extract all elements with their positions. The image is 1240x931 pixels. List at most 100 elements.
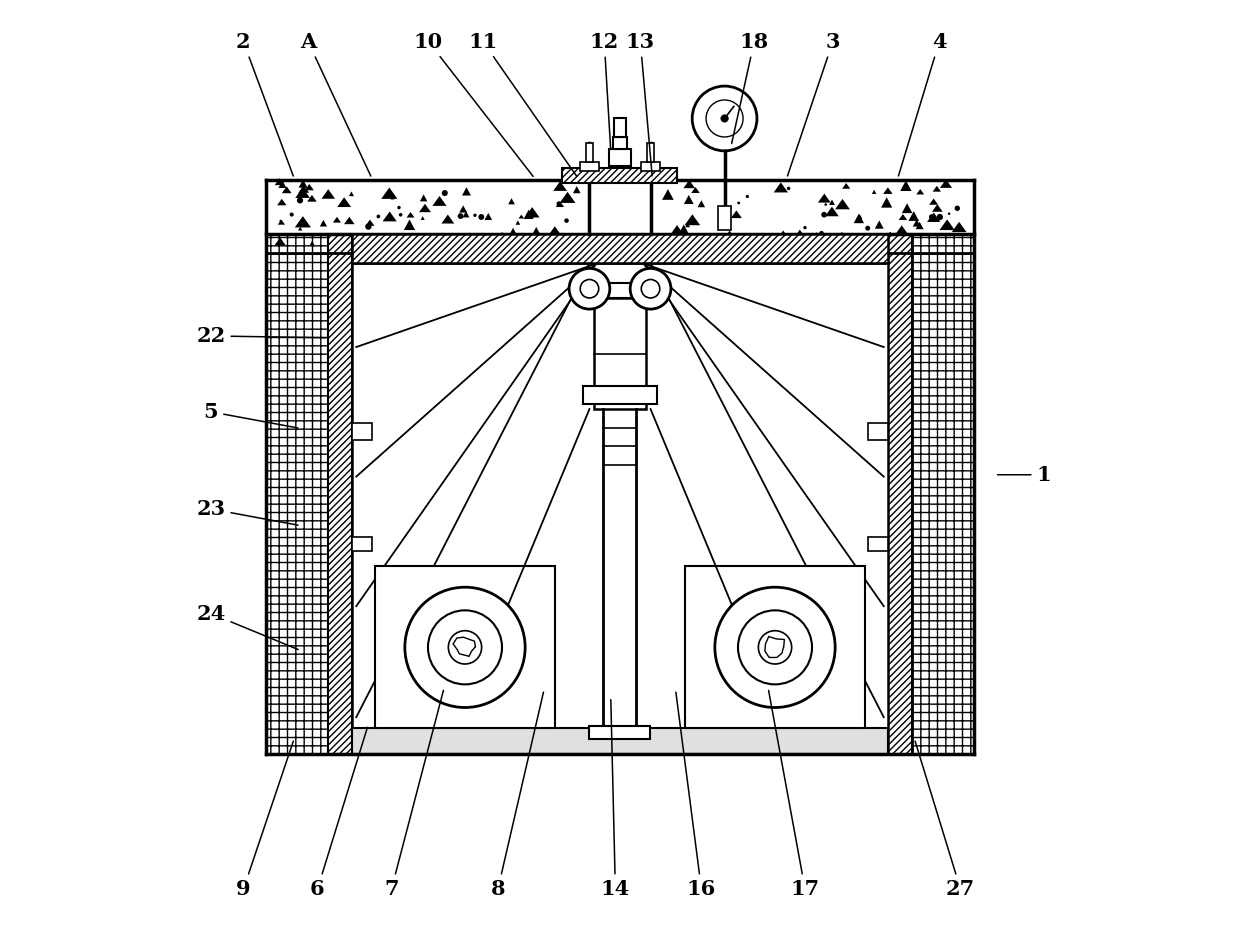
Polygon shape [386, 241, 392, 246]
Text: 22: 22 [196, 326, 326, 346]
Circle shape [854, 234, 861, 239]
Text: 23: 23 [196, 499, 298, 525]
Circle shape [738, 611, 812, 684]
Polygon shape [299, 185, 309, 193]
Polygon shape [404, 220, 415, 230]
Bar [585, 143, 593, 162]
Polygon shape [883, 232, 898, 242]
Circle shape [787, 187, 790, 190]
Bar [684, 566, 866, 728]
Polygon shape [556, 201, 564, 207]
Bar [267, 181, 973, 252]
Polygon shape [308, 195, 316, 202]
Bar [573, 283, 667, 298]
Polygon shape [298, 226, 303, 231]
Polygon shape [525, 207, 539, 218]
Polygon shape [310, 241, 315, 245]
Polygon shape [573, 186, 580, 194]
Polygon shape [686, 223, 689, 227]
Text: 9: 9 [236, 741, 294, 899]
Circle shape [929, 214, 935, 220]
Circle shape [366, 223, 372, 230]
Polygon shape [683, 180, 696, 188]
Bar [888, 234, 911, 754]
Circle shape [843, 237, 848, 241]
Bar [352, 263, 888, 754]
Polygon shape [901, 203, 913, 213]
Circle shape [714, 587, 836, 708]
Polygon shape [724, 231, 735, 239]
Polygon shape [376, 236, 386, 244]
Bar [267, 234, 329, 754]
Polygon shape [929, 198, 939, 205]
Text: 27: 27 [915, 741, 975, 899]
Polygon shape [940, 220, 955, 230]
Polygon shape [553, 182, 567, 191]
Bar [583, 386, 657, 404]
Polygon shape [332, 217, 341, 223]
Text: 12: 12 [590, 32, 619, 148]
Bar [562, 169, 677, 183]
Polygon shape [281, 186, 291, 194]
Polygon shape [441, 214, 454, 223]
Polygon shape [279, 181, 286, 188]
Circle shape [580, 279, 599, 298]
Polygon shape [523, 209, 533, 219]
Circle shape [947, 212, 950, 215]
Text: 2: 2 [236, 32, 294, 176]
Polygon shape [299, 180, 308, 188]
Polygon shape [837, 232, 847, 238]
Polygon shape [818, 194, 831, 203]
Polygon shape [320, 220, 327, 226]
Polygon shape [391, 196, 394, 199]
Polygon shape [336, 236, 343, 240]
Polygon shape [682, 236, 689, 243]
Polygon shape [830, 199, 835, 205]
Circle shape [692, 86, 756, 151]
Polygon shape [381, 187, 398, 199]
Text: 6: 6 [310, 727, 367, 899]
Polygon shape [898, 239, 903, 243]
Polygon shape [812, 232, 821, 240]
Circle shape [804, 226, 807, 229]
Polygon shape [508, 198, 515, 205]
Circle shape [436, 236, 440, 240]
Polygon shape [295, 188, 310, 198]
Polygon shape [882, 197, 893, 208]
Polygon shape [463, 187, 471, 196]
Polygon shape [915, 222, 924, 229]
Polygon shape [825, 207, 838, 216]
Circle shape [377, 214, 381, 218]
Text: 17: 17 [769, 691, 820, 899]
Polygon shape [774, 182, 787, 193]
Text: 10: 10 [414, 32, 533, 176]
Bar [641, 162, 660, 171]
Circle shape [564, 219, 569, 223]
Polygon shape [453, 637, 475, 656]
Text: A: A [300, 32, 371, 176]
Text: 1: 1 [998, 465, 1052, 485]
Bar [868, 537, 888, 550]
Polygon shape [516, 221, 521, 224]
Circle shape [399, 213, 403, 217]
Text: 14: 14 [600, 699, 630, 899]
Polygon shape [554, 237, 568, 247]
Circle shape [825, 203, 827, 206]
Circle shape [782, 242, 789, 249]
Polygon shape [420, 195, 428, 201]
Circle shape [866, 225, 870, 231]
Polygon shape [691, 187, 699, 193]
Polygon shape [932, 204, 942, 211]
Circle shape [449, 630, 481, 664]
Polygon shape [383, 211, 397, 222]
Polygon shape [433, 196, 446, 206]
Circle shape [745, 195, 749, 198]
Polygon shape [722, 207, 725, 211]
Circle shape [759, 630, 791, 664]
Polygon shape [900, 181, 911, 191]
Polygon shape [295, 216, 311, 227]
Bar [352, 728, 888, 754]
Circle shape [936, 214, 942, 220]
Text: 24: 24 [196, 603, 298, 650]
Circle shape [821, 212, 827, 218]
